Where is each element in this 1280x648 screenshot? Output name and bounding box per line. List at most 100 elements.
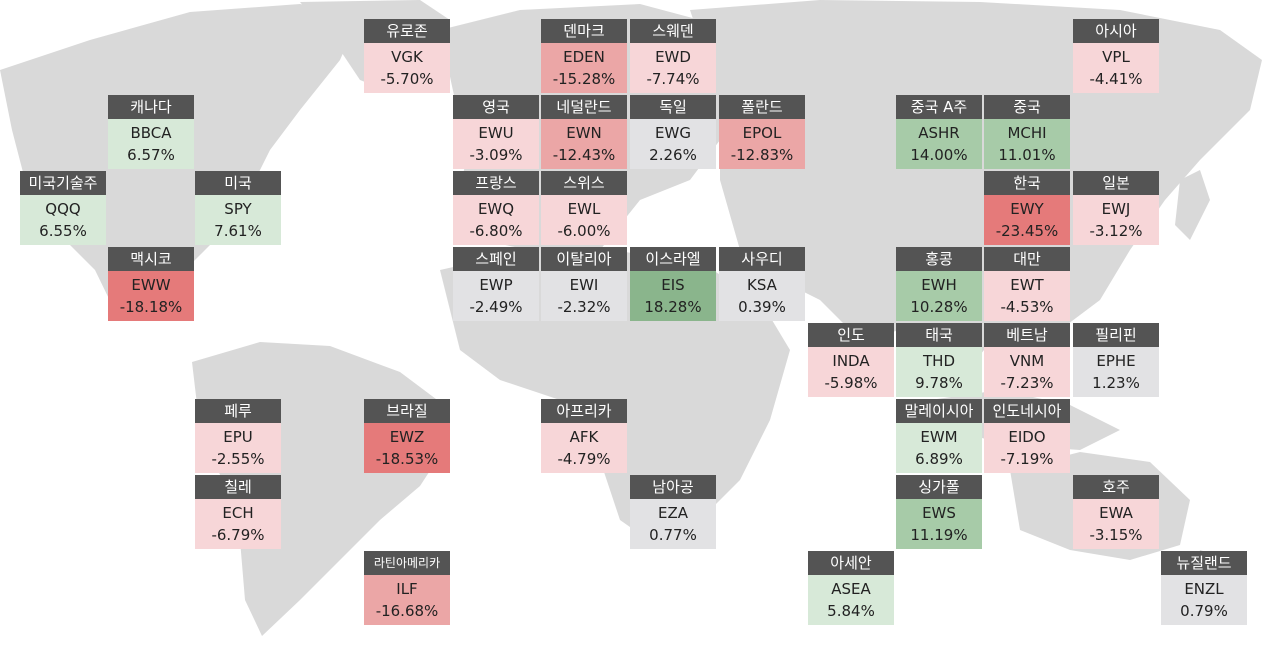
etf-ticker: EWD xyxy=(655,48,691,66)
etf-change-percent: -3.09% xyxy=(469,146,523,164)
etf-tile: 태국 THD 9.78% xyxy=(896,323,982,397)
etf-ticker: EIS xyxy=(661,276,685,294)
etf-value-box: EZA 0.77% xyxy=(630,499,716,549)
etf-ticker: EWP xyxy=(479,276,513,294)
etf-change-percent: 14.00% xyxy=(910,146,968,164)
etf-tile: 아프리카 AFK -4.79% xyxy=(541,399,627,473)
etf-tile: 대만 EWT -4.53% xyxy=(984,247,1070,321)
etf-tile: 라틴아메리카 ILF -16.68% xyxy=(364,551,450,625)
etf-ticker: EWG xyxy=(655,124,691,142)
etf-ticker: ENZL xyxy=(1184,580,1224,598)
etf-tile: 폴란드 EPOL -12.83% xyxy=(719,95,805,169)
region-name-label: 베트남 xyxy=(984,323,1070,347)
region-name-label: 아시아 xyxy=(1073,19,1159,43)
etf-value-box: MCHI 11.01% xyxy=(984,119,1070,169)
etf-ticker: VGK xyxy=(391,48,423,66)
region-name-label: 중국 xyxy=(984,95,1070,119)
etf-ticker: AFK xyxy=(569,428,599,446)
etf-ticker: EDEN xyxy=(563,48,605,66)
etf-value-box: BBCA 6.57% xyxy=(108,119,194,169)
etf-tile: 아시아 VPL -4.41% xyxy=(1073,19,1159,93)
etf-tile: 스페인 EWP -2.49% xyxy=(453,247,539,321)
etf-ticker: QQQ xyxy=(45,200,81,218)
etf-change-percent: -5.98% xyxy=(824,374,878,392)
region-name-label: 라틴아메리카 xyxy=(364,551,450,575)
etf-tile: 스웨덴 EWD -7.74% xyxy=(630,19,716,93)
etf-change-percent: -23.45% xyxy=(995,222,1059,240)
etf-ticker: ASHR xyxy=(918,124,960,142)
etf-ticker: ECH xyxy=(222,504,254,522)
etf-tile: 브라질 EWZ -18.53% xyxy=(364,399,450,473)
etf-change-percent: -6.80% xyxy=(469,222,523,240)
etf-change-percent: 11.01% xyxy=(998,146,1056,164)
etf-value-box: EPOL -12.83% xyxy=(719,119,805,169)
etf-ticker: EWS xyxy=(922,504,956,522)
region-name-label: 인도 xyxy=(808,323,894,347)
etf-tile: 한국 EWY -23.45% xyxy=(984,171,1070,245)
etf-value-box: EWU -3.09% xyxy=(453,119,539,169)
region-name-label: 미국 xyxy=(195,171,281,195)
etf-change-percent: -12.43% xyxy=(552,146,616,164)
etf-ticker: EWU xyxy=(478,124,514,142)
region-name-label: 이탈리아 xyxy=(541,247,627,271)
etf-change-percent: 10.28% xyxy=(910,298,968,316)
etf-value-box: VGK -5.70% xyxy=(364,43,450,93)
etf-value-box: EPU -2.55% xyxy=(195,423,281,473)
etf-value-box: EWG 2.26% xyxy=(630,119,716,169)
etf-value-box: EWA -3.15% xyxy=(1073,499,1159,549)
etf-ticker: MCHI xyxy=(1007,124,1047,142)
region-name-label: 칠레 xyxy=(195,475,281,499)
etf-change-percent: 0.77% xyxy=(649,526,697,544)
etf-ticker: EPOL xyxy=(742,124,782,142)
region-name-label: 뉴질랜드 xyxy=(1161,551,1247,575)
etf-ticker: VNM xyxy=(1009,352,1045,370)
etf-tile: 중국 A주 ASHR 14.00% xyxy=(896,95,982,169)
etf-value-box: EWH 10.28% xyxy=(896,271,982,321)
etf-ticker: VPL xyxy=(1102,48,1130,66)
etf-tile: 필리핀 EPHE 1.23% xyxy=(1073,323,1159,397)
etf-tile: 말레이시아 EWM 6.89% xyxy=(896,399,982,473)
etf-change-percent: -16.68% xyxy=(375,602,439,620)
etf-value-box: EPHE 1.23% xyxy=(1073,347,1159,397)
etf-value-box: ILF -16.68% xyxy=(364,575,450,625)
etf-tile: 독일 EWG 2.26% xyxy=(630,95,716,169)
region-name-label: 덴마크 xyxy=(541,19,627,43)
etf-value-box: EIDO -7.19% xyxy=(984,423,1070,473)
etf-value-box: EWJ -3.12% xyxy=(1073,195,1159,245)
etf-change-percent: -3.12% xyxy=(1089,222,1143,240)
etf-ticker: EIDO xyxy=(1008,428,1046,446)
etf-tile: 베트남 VNM -7.23% xyxy=(984,323,1070,397)
etf-change-percent: 6.89% xyxy=(915,450,963,468)
region-name-label: 유로존 xyxy=(364,19,450,43)
etf-change-percent: -4.53% xyxy=(1000,298,1054,316)
etf-change-percent: -3.15% xyxy=(1089,526,1143,544)
etf-value-box: EWD -7.74% xyxy=(630,43,716,93)
etf-value-box: EWS 11.19% xyxy=(896,499,982,549)
region-name-label: 스웨덴 xyxy=(630,19,716,43)
etf-ticker: BBCA xyxy=(130,124,172,142)
region-name-label: 대만 xyxy=(984,247,1070,271)
etf-value-box: EIS 18.28% xyxy=(630,271,716,321)
etf-value-box: EWT -4.53% xyxy=(984,271,1070,321)
region-name-label: 태국 xyxy=(896,323,982,347)
region-name-label: 싱가폴 xyxy=(896,475,982,499)
etf-value-box: EWM 6.89% xyxy=(896,423,982,473)
etf-change-percent: -6.00% xyxy=(557,222,611,240)
etf-tile: 홍콩 EWH 10.28% xyxy=(896,247,982,321)
etf-ticker: EWT xyxy=(1010,276,1044,294)
region-name-label: 스페인 xyxy=(453,247,539,271)
etf-ticker: EWL xyxy=(567,200,601,218)
etf-value-box: ENZL 0.79% xyxy=(1161,575,1247,625)
region-name-label: 한국 xyxy=(984,171,1070,195)
etf-ticker: EWA xyxy=(1099,504,1133,522)
etf-change-percent: 6.55% xyxy=(39,222,87,240)
etf-value-box: VNM -7.23% xyxy=(984,347,1070,397)
etf-ticker: EPU xyxy=(223,428,253,446)
etf-change-percent: 11.19% xyxy=(910,526,968,544)
etf-value-box: EWY -23.45% xyxy=(984,195,1070,245)
etf-value-box: EWL -6.00% xyxy=(541,195,627,245)
etf-change-percent: -7.19% xyxy=(1000,450,1054,468)
etf-value-box: ECH -6.79% xyxy=(195,499,281,549)
etf-ticker: EWN xyxy=(566,124,602,142)
region-name-label: 독일 xyxy=(630,95,716,119)
